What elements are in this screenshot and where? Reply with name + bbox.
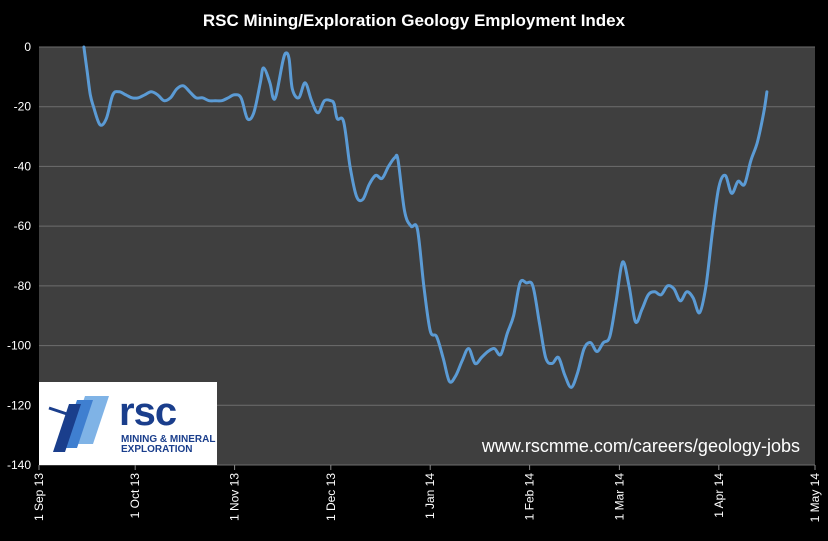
logo-mark-icon	[48, 396, 109, 452]
x-tick-label: 1 Sep 13	[32, 473, 46, 521]
y-tick-label: -40	[14, 159, 32, 173]
watermark-url: www.rscmme.com/careers/geology-jobs	[481, 436, 800, 456]
x-tick-label: 1 Mar 14	[612, 473, 626, 521]
x-tick-label: 1 Feb 14	[523, 473, 537, 521]
logo-wordmark: rsc	[119, 390, 177, 434]
x-tick-label: 1 Apr 14	[712, 473, 726, 518]
y-tick-label: -60	[14, 219, 32, 233]
x-tick-label: 1 Dec 13	[324, 473, 338, 521]
rsc-logo: rsc MINING & MINERAL EXPLORATION	[39, 382, 217, 465]
y-tick-label: -100	[7, 339, 31, 353]
y-tick-label: -80	[14, 279, 32, 293]
x-axis: 1 Sep 13 1 Oct 13 1 Nov 13 1 Dec 13 1 Jan 14…	[32, 465, 822, 522]
y-axis: 0 -20 -40 -60 -80 -100 -120 -140	[7, 40, 31, 472]
logo-line-2: EXPLORATION	[121, 444, 193, 455]
x-tick-label: 1 Nov 13	[228, 473, 242, 521]
logo-subtitle: MINING & MINERAL EXPLORATION	[121, 435, 215, 455]
y-tick-label: -20	[14, 100, 32, 114]
x-tick-label: 1 Oct 13	[128, 473, 142, 519]
logo-line-1: MINING & MINERAL	[121, 434, 216, 445]
y-tick-label: -120	[7, 398, 31, 412]
y-tick-label: -140	[7, 458, 31, 472]
series-line	[82, 45, 769, 389]
gridlines	[39, 46, 815, 466]
y-tick-label: 0	[24, 40, 31, 54]
x-tick-label: 1 May 14	[808, 473, 822, 523]
x-tick-label: 1 Jan 14	[423, 473, 437, 519]
chart-title: RSC Mining/Exploration Geology Employmen…	[203, 11, 626, 30]
